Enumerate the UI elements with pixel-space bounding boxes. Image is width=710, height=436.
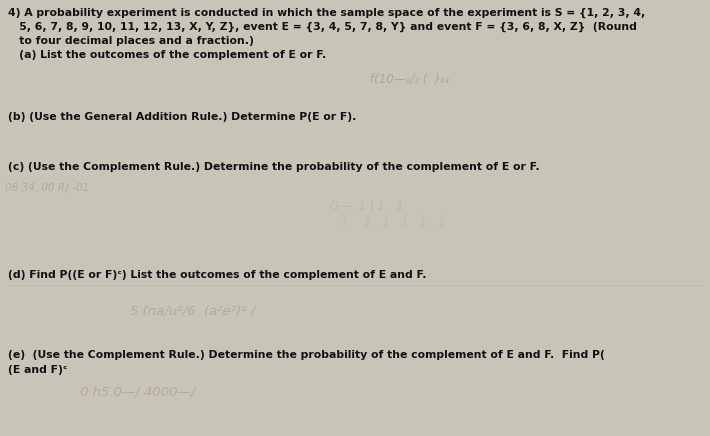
Text: 5 (na/u²/6  (a²e²)² /: 5 (na/u²/6 (a²e²)² /	[130, 305, 256, 318]
Text: 4) A probability experiment is conducted in which the sample space of the experi: 4) A probability experiment is conducted…	[8, 8, 645, 18]
Text: (d) Find P((E or F)ᶜ) List the outcomes of the complement of E and F.: (d) Find P((E or F)ᶜ) List the outcomes …	[8, 270, 427, 280]
Text: (c) (Use the Complement Rule.) Determine the probability of the complement of E : (c) (Use the Complement Rule.) Determine…	[8, 162, 540, 172]
Text: to four decimal places and a fraction.): to four decimal places and a fraction.)	[8, 36, 254, 46]
Text: f(10—₉/₂ (  )₃₄: f(10—₉/₂ ( )₃₄	[370, 72, 449, 85]
Text: G—  1 | 1   1: G— 1 | 1 1	[330, 200, 403, 213]
Text: (a) List the outcomes of the complement of E or F.: (a) List the outcomes of the complement …	[8, 50, 327, 60]
Text: 5, 6, 7, 8, 9, 10, 11, 12, 13, X, Y, Z}, event E = {3, 4, 5, 7, 8, Y} and event : 5, 6, 7, 8, 9, 10, 11, 12, 13, X, Y, Z},…	[8, 22, 637, 32]
Text: (E and F)ᶜ: (E and F)ᶜ	[8, 365, 67, 375]
Text: (b) (Use the General Addition Rule.) Determine P(E or F).: (b) (Use the General Addition Rule.) Det…	[8, 112, 356, 122]
Text: 08 34. 00 R) -01: 08 34. 00 R) -01	[5, 182, 89, 192]
Text: 1   1  1  1  1  1: 1 1 1 1 1 1	[340, 215, 447, 230]
Text: (e)  (Use the Complement Rule.) Determine the probability of the complement of E: (e) (Use the Complement Rule.) Determine…	[8, 350, 605, 360]
Text: 0 h5.0—/ 4000—/: 0 h5.0—/ 4000—/	[80, 385, 195, 398]
